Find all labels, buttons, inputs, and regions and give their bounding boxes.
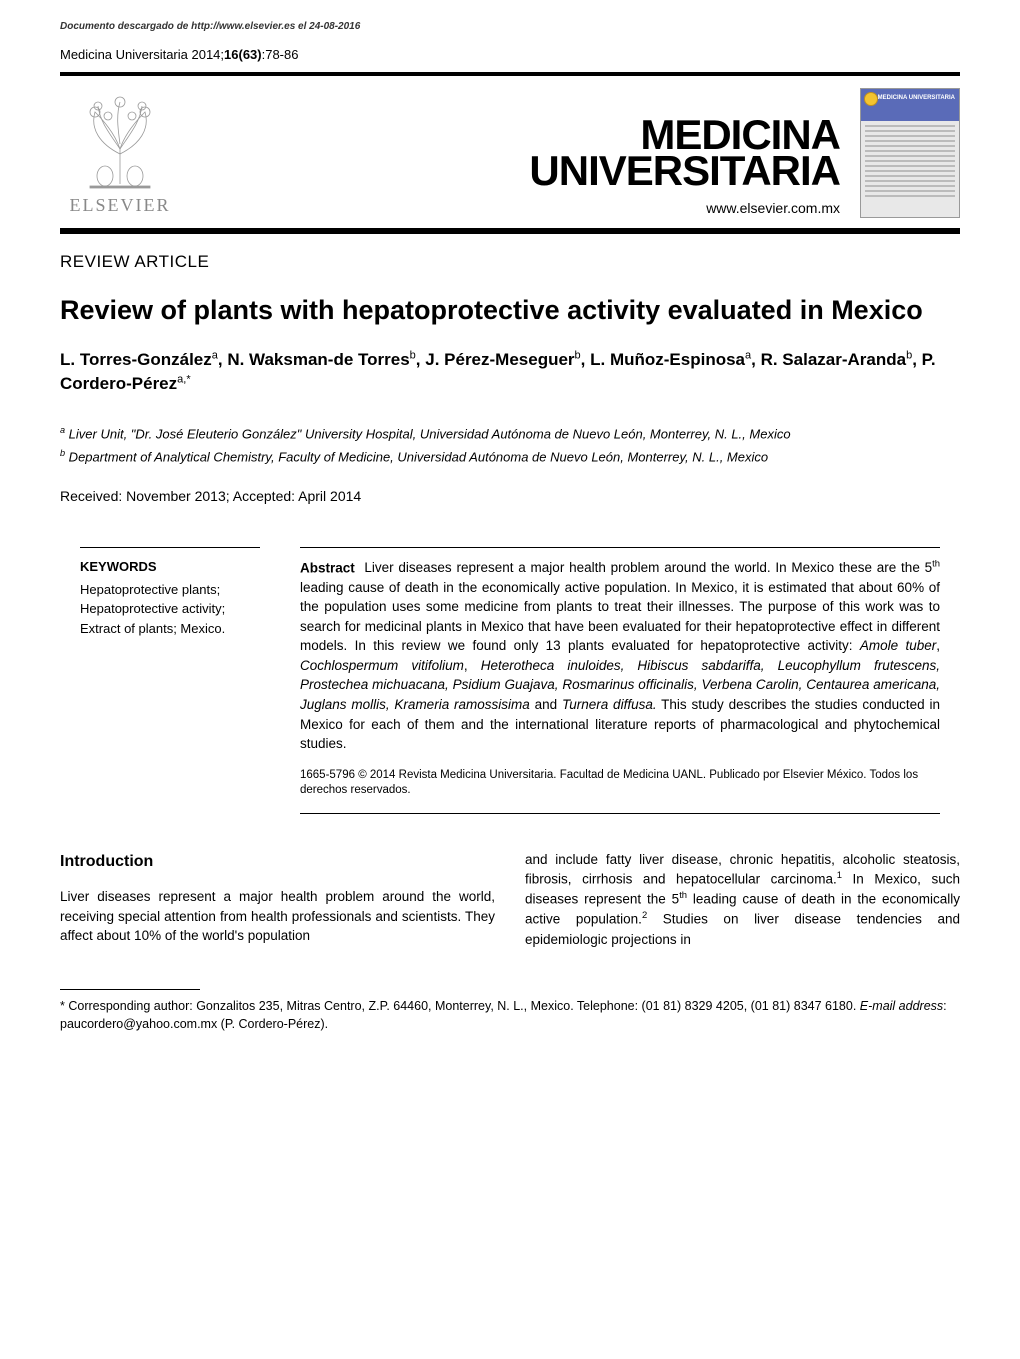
cover-title: MEDICINA UNIVERSITARIA: [878, 95, 955, 101]
page: Documento descargado de http://www.elsev…: [0, 0, 1020, 1073]
abstract-label: Abstract: [300, 560, 355, 575]
citation: Medicina Universitaria 2014;16(63):78-86: [60, 46, 960, 64]
journal-url: www.elsevier.com.mx: [180, 199, 840, 219]
keywords-body: Hepatoprotective plants; Hepatoprotectiv…: [80, 580, 260, 639]
abstract-text: Abstract Liver diseases represent a majo…: [300, 558, 940, 754]
top-divider: [60, 72, 960, 76]
journal-title-2: UNIVERSITARIA: [180, 153, 840, 189]
footnote-divider: [60, 989, 200, 990]
body-col-right: and include fatty liver disease, chronic…: [525, 850, 960, 949]
citation-journal: Medicina Universitaria 2014;: [60, 47, 224, 62]
affiliation-a: a Liver Unit, "Dr. José Eleuterio Gonzál…: [60, 424, 960, 444]
abstract-box: KEYWORDS Hepatoprotective plants; Hepato…: [60, 547, 960, 814]
header-row: ELSEVIER MEDICINA UNIVERSITARIA www.else…: [60, 88, 960, 218]
abstract-body: Liver diseases represent a major health …: [300, 560, 940, 751]
body-section: Introduction Liver diseases represent a …: [60, 850, 960, 949]
affiliation-b: b Department of Analytical Chemistry, Fa…: [60, 447, 960, 467]
article-title: Review of plants with hepatoprotective a…: [60, 294, 960, 326]
journal-cover-thumb: MEDICINA UNIVERSITARIA: [860, 88, 960, 218]
cover-body: [865, 125, 955, 213]
intro-para-2: and include fatty liver disease, chronic…: [525, 850, 960, 949]
download-note: Documento descargado de http://www.elsev…: [60, 20, 960, 34]
abstract-copyright: 1665-5796 © 2014 Revista Medicina Univer…: [300, 768, 940, 799]
elsevier-tree-icon: [70, 94, 170, 189]
elsevier-label: ELSEVIER: [70, 193, 171, 218]
journal-block: MEDICINA UNIVERSITARIA www.elsevier.com.…: [180, 117, 840, 218]
elsevier-logo: ELSEVIER: [60, 88, 180, 218]
cover-badge-icon: [864, 92, 878, 106]
intro-para-1: Liver diseases represent a major health …: [60, 887, 495, 946]
abstract-column: Abstract Liver diseases represent a majo…: [300, 547, 940, 814]
citation-pages: :78-86: [262, 47, 299, 62]
article-type: REVIEW ARTICLE: [60, 250, 960, 274]
body-col-left: Introduction Liver diseases represent a …: [60, 850, 495, 949]
intro-heading: Introduction: [60, 850, 495, 873]
mid-divider: [60, 228, 960, 234]
corresponding-author-footnote: * Corresponding author: Gonzalitos 235, …: [60, 998, 960, 1033]
authors: L. Torres-Gonzáleza, N. Waksman-de Torre…: [60, 348, 960, 396]
keywords-column: KEYWORDS Hepatoprotective plants; Hepato…: [80, 547, 260, 814]
received-accepted: Received: November 2013; Accepted: April…: [60, 487, 960, 507]
keywords-heading: KEYWORDS: [80, 558, 260, 576]
citation-issue: 16(63): [224, 47, 262, 62]
